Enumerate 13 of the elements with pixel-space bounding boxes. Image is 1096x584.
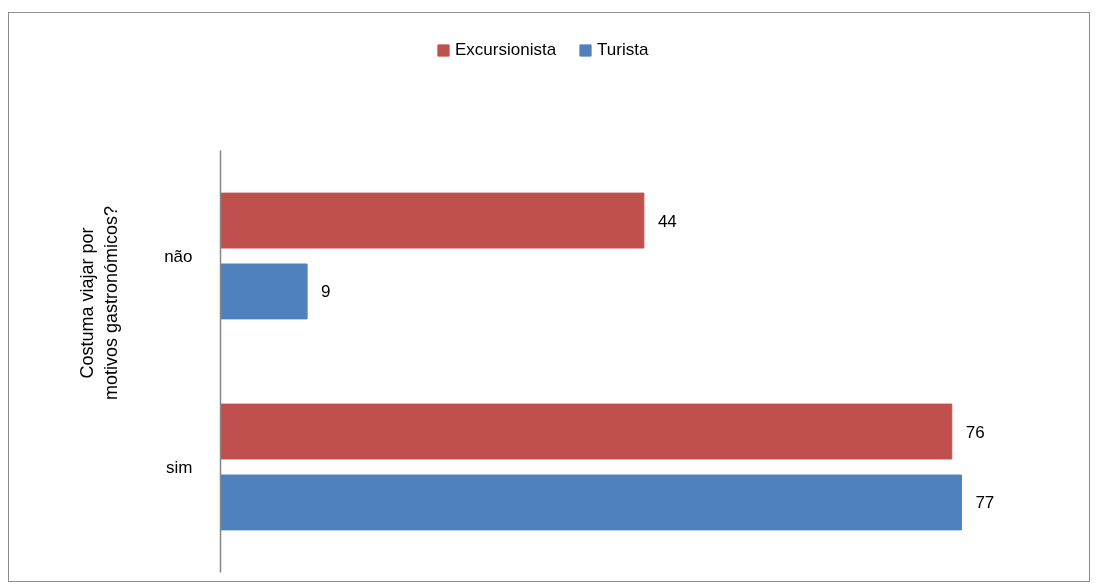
data-label: 9 bbox=[321, 282, 331, 302]
y-tick-label: sim bbox=[166, 457, 193, 477]
legend-label: Excursionista bbox=[455, 40, 557, 60]
data-label: 44 bbox=[657, 211, 677, 231]
bar bbox=[220, 263, 308, 320]
legend-label: Turista bbox=[597, 40, 649, 60]
bar bbox=[220, 192, 645, 249]
bar bbox=[220, 403, 953, 460]
y-axis-title: Costuma viajar por motivos gastronómicos? bbox=[77, 205, 122, 401]
y-tick-label: não bbox=[164, 246, 193, 266]
data-label: 77 bbox=[975, 493, 995, 513]
data-label: 76 bbox=[965, 422, 985, 442]
bar bbox=[220, 474, 962, 531]
